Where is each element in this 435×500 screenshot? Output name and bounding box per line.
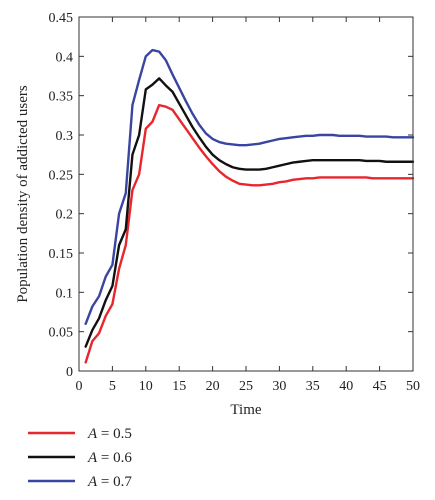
plot-border [78, 16, 414, 372]
y-tick-label: 0.35 [49, 90, 74, 105]
x-tick-label: 25 [239, 379, 253, 394]
legend-label: A = 0.6 [87, 450, 132, 466]
legend-label: A = 0.7 [87, 474, 132, 490]
legend-variable: A [87, 474, 98, 490]
legend: A = 0.5A = 0.6A = 0.7 [28, 426, 132, 490]
x-tick-label: 40 [339, 379, 353, 394]
x-tick-label: 50 [406, 379, 420, 394]
x-tick-label: 0 [76, 379, 83, 394]
legend-item: A = 0.7 [28, 474, 132, 490]
y-tick-label: 0.3 [56, 129, 74, 144]
legend-variable: A [87, 426, 98, 442]
series-line [84, 77, 415, 348]
series-line [84, 48, 415, 325]
legend-label: A = 0.5 [87, 426, 132, 442]
legend-item: A = 0.6 [28, 450, 132, 466]
y-tick-label: 0.25 [49, 168, 74, 183]
legend-item: A = 0.5 [28, 426, 132, 442]
legend-value: = 0.7 [97, 474, 132, 490]
legend-value: = 0.6 [97, 450, 132, 466]
plot-frame [78, 16, 414, 372]
y-tick-label: 0 [66, 365, 73, 380]
y-tick-label: 0.1 [56, 286, 74, 301]
x-tick-label: 5 [109, 379, 116, 394]
y-tick-label: 0.05 [49, 326, 74, 341]
x-axis-label: Time [230, 402, 261, 418]
x-tick-label: 35 [306, 379, 320, 394]
legend-value: = 0.5 [97, 426, 132, 442]
y-tick-label: 0.15 [49, 247, 74, 262]
x-tick-label: 45 [373, 379, 387, 394]
tick-layer: 0 5 10 15 20 25 30 35 40 45 50 0 0.05 0.1 0.15 0.2 0.25 0… [49, 11, 421, 394]
axis-labels: Time Population density of addicted user… [15, 85, 262, 418]
y-tick-label: 0.45 [49, 11, 74, 26]
x-tick-label: 20 [206, 379, 220, 394]
series-layer [84, 48, 415, 364]
y-tick-label: 0.2 [56, 208, 74, 223]
legend-variable: A [87, 450, 98, 466]
y-tick-label: 0.4 [56, 50, 74, 65]
y-axis-label: Population density of addicted users [15, 85, 31, 303]
x-tick-label: 30 [272, 379, 286, 394]
series-line [84, 103, 415, 364]
x-tick-label: 10 [139, 379, 153, 394]
x-tick-label: 15 [172, 379, 186, 394]
